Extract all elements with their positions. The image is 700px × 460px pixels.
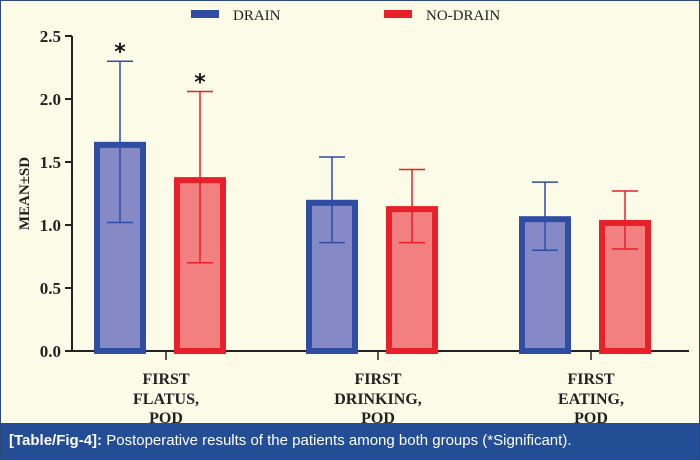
caption-text: Postoperative results of the patients am… xyxy=(106,432,572,449)
bar-no-drain xyxy=(599,219,651,354)
bar-chart: 0.0 0.5 1.0 1.5 2.0 2.5 MEAN±SD FIRST FLATUS, POD… xyxy=(17,8,689,423)
legend-label: DRAIN xyxy=(233,8,281,24)
y-tick-label: 0.0 xyxy=(40,342,61,361)
x-tick-label: FIRST xyxy=(567,371,614,388)
x-tick-label: FIRST xyxy=(354,371,401,388)
legend-swatch-drain xyxy=(191,10,219,18)
figure-caption: [Table/Fig-4]: Postoperative results of … xyxy=(1,423,699,459)
bar-drain xyxy=(306,199,358,354)
x-tick-label: DRINKING, xyxy=(334,391,422,408)
significance-marker: * xyxy=(114,40,126,65)
x-tick-label: FLATUS, xyxy=(133,391,199,408)
y-tick-label: 2.5 xyxy=(40,27,61,46)
x-tick-label: FIRST xyxy=(142,371,189,388)
significance-marker: * xyxy=(194,70,206,95)
y-tick-label: 0.5 xyxy=(40,279,61,298)
y-tick-label: 1.0 xyxy=(40,216,61,235)
legend-swatch-no-drain xyxy=(384,10,412,18)
bar-drain xyxy=(519,216,571,354)
x-tick-label: EATING, xyxy=(558,391,624,408)
y-tick-label: 2.0 xyxy=(40,90,61,109)
x-tick-label: POD xyxy=(574,410,608,423)
caption-label: [Table/Fig-4]: xyxy=(9,432,103,449)
y-axis-label: MEAN±SD xyxy=(17,157,33,230)
x-tick-label: POD xyxy=(149,410,183,423)
y-tick-label: 1.5 xyxy=(40,153,61,172)
legend-label: NO-DRAIN xyxy=(426,8,500,24)
x-tick-label: POD xyxy=(361,410,395,423)
